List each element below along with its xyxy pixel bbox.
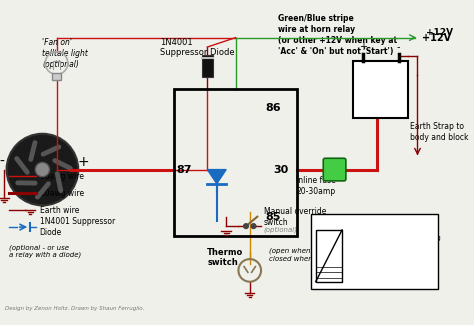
Text: (open when 'cold'
closed when 'hot'): (open when 'cold' closed when 'hot') [269,248,333,262]
Text: Earth wire: Earth wire [40,206,79,214]
Text: (optional - or use
a relay with a diode): (optional - or use a relay with a diode) [9,244,82,258]
Text: Manual override
switch: Manual override switch [264,207,326,227]
FancyArrowPatch shape [43,147,59,154]
FancyArrowPatch shape [17,159,27,172]
Circle shape [251,224,256,228]
Text: 86  30: 86 30 [320,280,336,285]
Text: 86: 86 [265,103,281,113]
Text: +12V: +12V [422,32,451,43]
Bar [311,214,438,289]
Text: +: + [77,155,89,169]
Text: Battery: Battery [363,95,399,105]
Bar [354,61,408,118]
Text: 10awg wire: 10awg wire [40,188,84,198]
Text: -: - [0,155,4,169]
Text: 'Fan on'
telltale light
(optional): 'Fan on' telltale light (optional) [42,38,88,69]
FancyArrowPatch shape [57,174,61,191]
Text: Green/Blue stripe
wire at horn relay
(or other +12V when key at
'Acc' & 'On' but: Green/Blue stripe wire at horn relay (or… [278,14,397,56]
FancyArrowPatch shape [31,143,35,160]
Text: 1N4001 Suppressor
Diode: 1N4001 Suppressor Diode [40,217,115,237]
Text: 30: 30 [273,164,289,175]
Text: 1N4001
Suppressor Diode: 1N4001 Suppressor Diode [160,38,235,57]
Circle shape [244,224,248,228]
Text: Thermo
switch: Thermo switch [207,248,244,267]
Text: Earth Strap to
body and block: Earth Strap to body and block [410,123,468,142]
Text: Inline fuse
20-30amp: Inline fuse 20-30amp [296,176,336,196]
FancyArrowPatch shape [37,184,48,197]
FancyBboxPatch shape [323,158,346,181]
Circle shape [35,162,50,177]
Text: -: - [397,42,401,52]
Text: +: + [359,42,367,52]
Text: (optional): (optional) [264,226,298,233]
Text: Design by Zenon Holtz. Drawn by Shaun Ferruglio.: Design by Zenon Holtz. Drawn by Shaun Fe… [5,306,144,311]
Polygon shape [207,170,226,184]
Circle shape [7,134,78,205]
Text: 87: 87 [176,164,191,175]
Text: 85  87: 85 87 [320,220,336,225]
Bar [316,230,342,282]
FancyArrowPatch shape [55,161,70,168]
Bar [201,55,213,77]
Text: 18awg wire: 18awg wire [40,172,83,181]
Text: +12V: +12V [426,28,453,37]
Text: Typical Automotive
SPST Relay Schematic
Bosch Style DIN Numbering
(with built-in: Typical Automotive SPST Relay Schematic … [349,219,440,249]
Text: 85: 85 [265,212,281,222]
Text: 12V: 12V [369,78,393,88]
Bar [174,89,297,236]
Bar [52,73,61,80]
